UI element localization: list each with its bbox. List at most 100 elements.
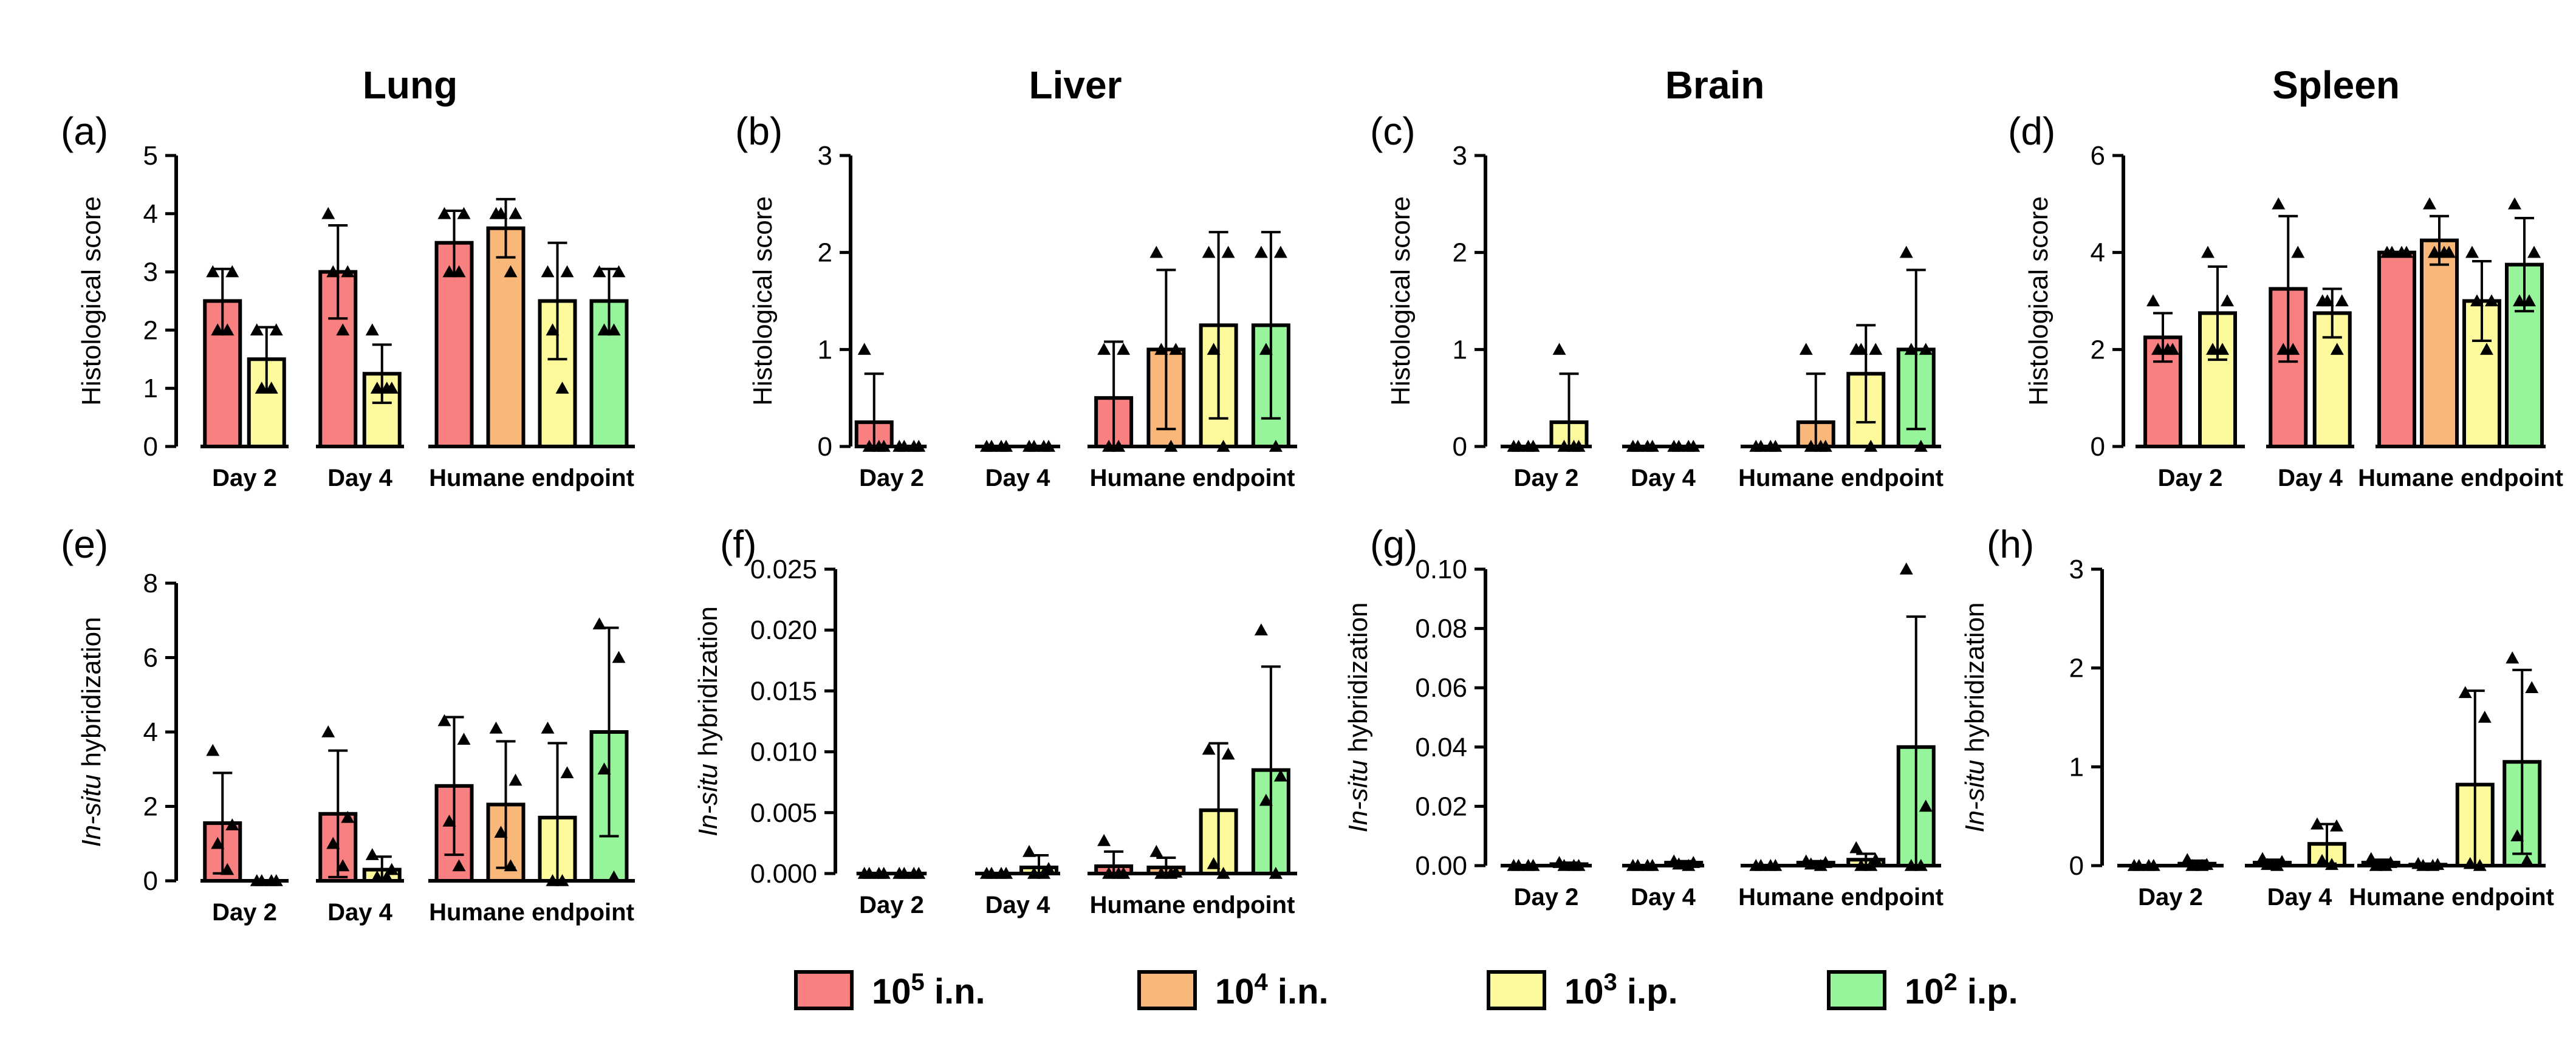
y-tick-label: 0.00	[1415, 851, 1467, 881]
bar-group: Day 4	[1622, 440, 1704, 491]
data-point	[560, 265, 574, 278]
data-point	[1254, 245, 1268, 258]
y-axis-label-italic: In-situ	[1343, 760, 1373, 833]
bar-group: Humane endpoint	[428, 197, 635, 491]
bar-group: Day 2	[200, 265, 289, 491]
data-point	[225, 818, 239, 830]
data-point	[2364, 852, 2378, 864]
x-category-label: Humane endpoint	[1090, 465, 1295, 491]
data-point	[365, 323, 379, 336]
x-category-label: Day 4	[985, 465, 1050, 491]
data-point	[607, 870, 621, 883]
panel-h: (h) 0 1 2 3 In-situ hybridization Day 2 Day 4 Hu…	[1960, 522, 2554, 911]
data-point	[2416, 859, 2430, 871]
y-tick-label: 2	[818, 238, 832, 268]
data-point	[2320, 294, 2334, 307]
data-point	[1899, 563, 1913, 575]
data-point	[1037, 867, 1050, 879]
data-point	[221, 323, 235, 336]
legend-route: i.n.	[925, 972, 985, 1011]
data-point	[1869, 343, 1883, 355]
data-point	[321, 207, 335, 219]
y-axis-label-italic: In-situ	[1960, 760, 1990, 833]
bar-group: Humane endpoint	[428, 617, 635, 926]
data-point	[1754, 440, 1768, 452]
data-point	[612, 265, 626, 278]
data-point	[2525, 681, 2539, 693]
data-point	[2151, 343, 2165, 355]
data-point	[995, 867, 1008, 879]
data-point	[2513, 294, 2526, 307]
data-point	[1164, 867, 1178, 879]
data-point	[1102, 867, 1116, 879]
data-point	[1764, 859, 1778, 871]
y-tick-label: 0.06	[1415, 673, 1467, 703]
y-axis-label-italic: In-situ	[693, 764, 723, 836]
data-point	[2473, 859, 2487, 871]
bar-group: Day 2	[854, 343, 927, 491]
data-point	[597, 323, 611, 336]
data-point	[2185, 859, 2199, 871]
y-axis-label: Histological score	[77, 196, 106, 406]
data-point	[365, 848, 379, 860]
y-tick-label: 0.10	[1415, 555, 1467, 584]
data-point	[1754, 859, 1768, 871]
data-point	[264, 874, 278, 886]
bar-group: Humane endpoint	[1738, 563, 1944, 911]
data-point	[442, 815, 456, 827]
data-point	[1112, 440, 1126, 452]
legend-base: 10	[872, 972, 911, 1011]
data-point	[2270, 859, 2284, 871]
data-point	[1814, 440, 1828, 452]
data-point	[2506, 651, 2519, 664]
x-category-label: Day 4	[2267, 884, 2332, 911]
data-point	[907, 440, 921, 452]
data-point	[1682, 859, 1696, 871]
data-point	[1799, 343, 1813, 355]
data-point	[206, 265, 220, 278]
data-point	[221, 863, 235, 875]
data-point	[2335, 294, 2349, 307]
data-point	[2485, 294, 2498, 307]
y-tick-label: 0.000	[750, 859, 817, 889]
data-point	[1269, 440, 1283, 452]
data-point	[326, 265, 340, 278]
data-point	[264, 381, 278, 394]
bar-group: Day 2	[2117, 853, 2224, 911]
panel-title: Lung	[363, 63, 457, 107]
legend-base: 10	[1215, 972, 1255, 1011]
data-point	[1512, 859, 1526, 871]
data-point	[2206, 343, 2219, 355]
data-point	[1154, 867, 1168, 879]
x-category-label: Day 2	[859, 465, 924, 491]
data-point	[2510, 829, 2524, 841]
y-tick-label: 0	[818, 432, 832, 462]
data-point	[250, 323, 264, 336]
data-point	[341, 265, 355, 278]
data-point	[2201, 245, 2215, 258]
bar-group: Day 2	[200, 744, 289, 926]
data-point	[1097, 343, 1111, 355]
legend-swatch	[794, 970, 854, 1010]
data-point	[380, 381, 394, 394]
data-point	[1854, 343, 1868, 355]
y-tick-label: 2	[143, 792, 158, 822]
data-point	[2480, 343, 2493, 355]
panel-d: Spleen (d) 0 2 4 6 Histological score Day 2 Day …	[2008, 63, 2563, 491]
bar-group: Day 2	[1501, 856, 1592, 911]
y-axis-label: Histological score	[748, 196, 778, 406]
x-category-label: Humane endpoint	[1738, 465, 1944, 491]
data-point	[1216, 440, 1230, 452]
legend-swatch	[1487, 970, 1546, 1010]
data-point	[1023, 844, 1036, 857]
data-point	[1914, 859, 1928, 871]
data-point	[380, 870, 394, 883]
data-point	[607, 323, 621, 336]
data-point	[2311, 817, 2324, 830]
y-tick-label: 1	[818, 335, 832, 364]
bar-group: Day 4	[2266, 197, 2354, 491]
data-point	[1216, 867, 1230, 879]
data-point	[560, 766, 574, 779]
panel-label: (g)	[1370, 522, 1417, 566]
